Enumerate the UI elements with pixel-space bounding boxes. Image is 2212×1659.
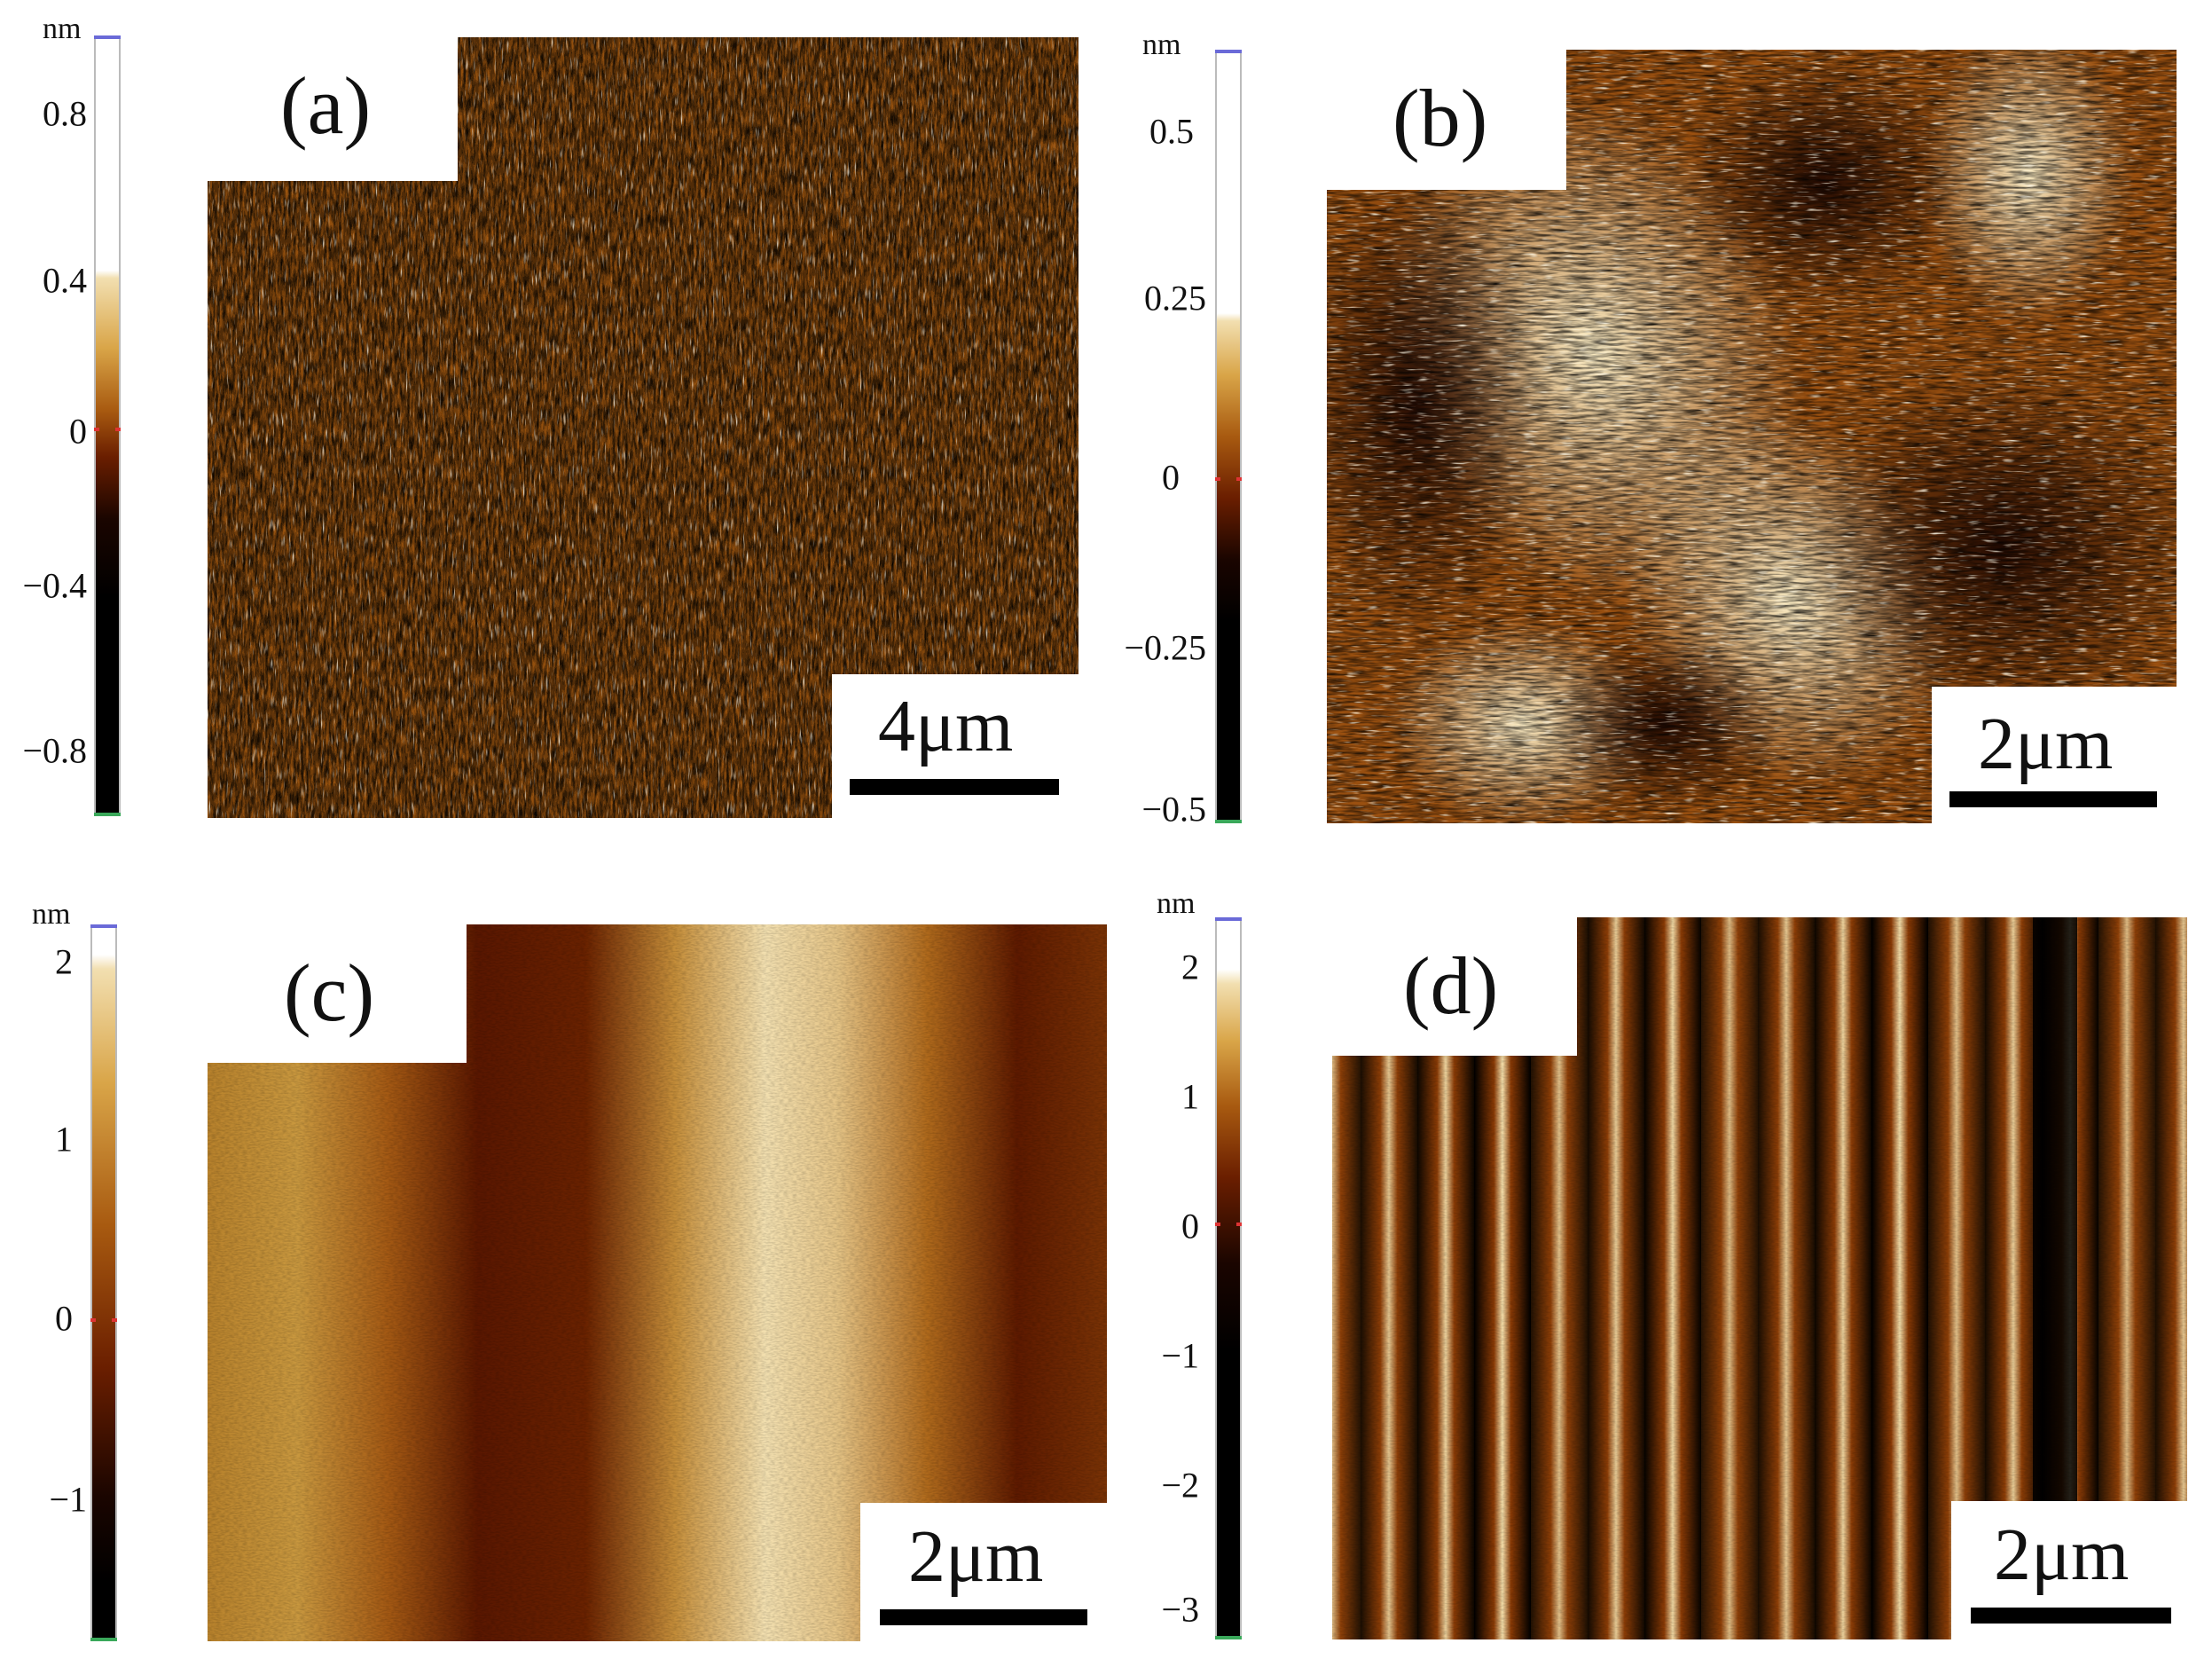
colorbar-tick: −3 xyxy=(1161,1589,1199,1630)
colorbar-tick: 0 xyxy=(55,1298,73,1339)
colorbar-unit: nm xyxy=(43,12,82,45)
panel-label-box: (c) xyxy=(208,924,467,1063)
scale-box: 2μm xyxy=(1951,1501,2187,1639)
scale-box: 4μm xyxy=(832,674,1079,818)
colorbar xyxy=(90,924,117,1641)
scale-label: 2μm xyxy=(908,1515,1044,1598)
colorbar-tick: −0.8 xyxy=(22,730,87,771)
colorbar-unit: nm xyxy=(32,898,71,931)
colorbar xyxy=(94,35,121,816)
colorbar xyxy=(1215,917,1242,1639)
panel-label-box: (a) xyxy=(208,37,458,181)
colorbar-tick: 0.8 xyxy=(43,93,87,134)
colorbar-tick: 0 xyxy=(1162,457,1180,498)
colorbar-tick: 0.5 xyxy=(1149,111,1194,152)
scale-label: 4μm xyxy=(878,685,1014,767)
panel-label: (a) xyxy=(280,60,372,151)
scale-bar xyxy=(1971,1608,2171,1624)
scale-bar xyxy=(880,1609,1087,1625)
colorbar-tick: 1 xyxy=(1181,1076,1199,1117)
colorbar-tick: −2 xyxy=(1161,1465,1199,1506)
colorbar-tick: 2 xyxy=(55,941,73,982)
panel-label: (c) xyxy=(284,947,375,1038)
colorbar-tick: 0 xyxy=(69,411,87,452)
scale-box: 2μm xyxy=(1932,687,2177,823)
afm-image xyxy=(208,37,1079,818)
scale-bar xyxy=(1949,791,2157,807)
colorbar-tick: 1 xyxy=(55,1119,73,1160)
scale-label: 2μm xyxy=(1978,703,2114,785)
panel-label: (b) xyxy=(1392,73,1488,163)
colorbar-tick: −0.5 xyxy=(1141,789,1206,830)
panel-label: (d) xyxy=(1403,940,1499,1031)
colorbar-tick: −1 xyxy=(49,1479,87,1520)
colorbar-tick: 0.4 xyxy=(43,260,87,301)
panel-label-box: (b) xyxy=(1327,50,1566,190)
scale-label: 2μm xyxy=(1994,1514,2130,1596)
colorbar xyxy=(1215,50,1242,823)
colorbar-tick: 0.25 xyxy=(1144,278,1206,318)
scale-bar xyxy=(850,779,1059,795)
colorbar-unit: nm xyxy=(1157,887,1196,920)
scale-box: 2μm xyxy=(860,1503,1107,1641)
colorbar-tick: 2 xyxy=(1181,947,1199,987)
colorbar-unit: nm xyxy=(1142,28,1181,61)
colorbar-tick: 0 xyxy=(1181,1206,1199,1246)
colorbar-tick: −1 xyxy=(1161,1335,1199,1376)
panel-label-box: (d) xyxy=(1332,917,1577,1056)
colorbar-tick: −0.4 xyxy=(22,565,87,606)
colorbar-tick: −0.25 xyxy=(1124,627,1206,668)
